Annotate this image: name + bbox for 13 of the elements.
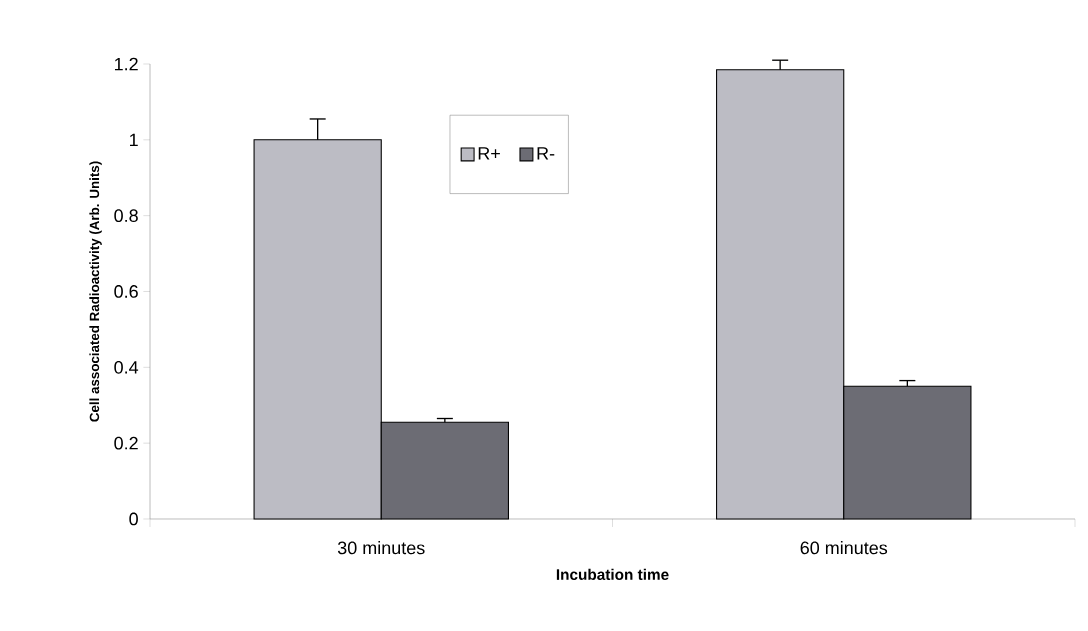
legend-label: R+ [478, 147, 500, 160]
y-tick-label: 0.2 [114, 436, 138, 450]
y-tick-label: 1 [130, 133, 138, 147]
y-tick-label: 0.8 [114, 209, 138, 223]
y-axis-title: Cell associated Radioactivity (Arb. Units) [89, 161, 102, 422]
legend-label: R- [537, 147, 555, 160]
x-tick-label: 60 minutes [800, 541, 888, 555]
y-tick-label: 0 [129, 512, 138, 526]
y-tick-label: 0.6 [114, 285, 138, 298]
x-tick-label: 30 minutes [337, 541, 425, 555]
x-axis-title: Incubation time [556, 568, 669, 580]
y-tick-label: 0.4 [114, 360, 139, 374]
y-tick-label: 1.2 [114, 57, 138, 71]
